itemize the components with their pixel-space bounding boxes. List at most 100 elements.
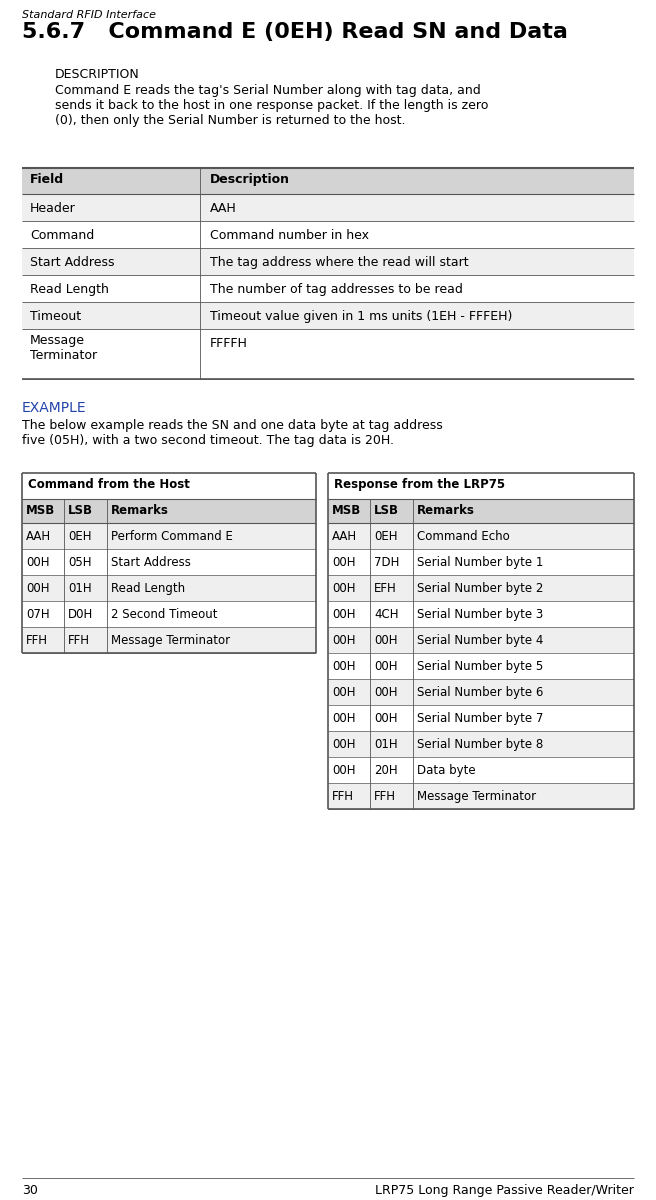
Text: 00H: 00H bbox=[374, 712, 398, 725]
Text: 4CH: 4CH bbox=[374, 608, 398, 622]
Bar bbox=[328, 575, 634, 601]
Bar bbox=[22, 499, 316, 523]
Text: Start Address: Start Address bbox=[111, 556, 191, 569]
Text: Message
Terminator: Message Terminator bbox=[30, 334, 97, 362]
Text: D0H: D0H bbox=[68, 608, 93, 622]
Text: Serial Number byte 5: Serial Number byte 5 bbox=[417, 660, 543, 673]
Text: The below example reads the SN and one data byte at tag address
five (05H), with: The below example reads the SN and one d… bbox=[22, 419, 443, 446]
Text: Read Length: Read Length bbox=[111, 582, 185, 595]
Text: Remarks: Remarks bbox=[111, 504, 169, 517]
Bar bbox=[328, 499, 634, 523]
Bar bbox=[22, 626, 316, 653]
Text: Field: Field bbox=[30, 173, 64, 186]
Text: Command from the Host: Command from the Host bbox=[28, 478, 190, 491]
Bar bbox=[328, 704, 634, 731]
Text: Serial Number byte 7: Serial Number byte 7 bbox=[417, 712, 543, 725]
Text: MSB: MSB bbox=[26, 504, 55, 517]
Text: The tag address where the read will start: The tag address where the read will star… bbox=[210, 256, 468, 269]
Text: 01H: 01H bbox=[374, 738, 398, 751]
Text: 0EH: 0EH bbox=[374, 530, 398, 542]
Text: Start Address: Start Address bbox=[30, 256, 115, 269]
Text: Command number in hex: Command number in hex bbox=[210, 229, 369, 242]
Text: 00H: 00H bbox=[26, 582, 49, 595]
Text: Command: Command bbox=[30, 229, 94, 242]
Bar bbox=[22, 329, 634, 379]
Bar bbox=[328, 731, 634, 757]
Bar bbox=[328, 626, 634, 653]
Text: Serial Number byte 3: Serial Number byte 3 bbox=[417, 608, 543, 622]
Text: Timeout: Timeout bbox=[30, 310, 81, 323]
Text: Serial Number byte 8: Serial Number byte 8 bbox=[417, 738, 543, 751]
Text: Serial Number byte 1: Serial Number byte 1 bbox=[417, 556, 543, 569]
Bar bbox=[22, 275, 634, 302]
Text: Read Length: Read Length bbox=[30, 283, 109, 296]
Text: Command Echo: Command Echo bbox=[417, 530, 510, 542]
Text: 00H: 00H bbox=[332, 764, 356, 778]
Text: 0EH: 0EH bbox=[68, 530, 91, 542]
Text: Header: Header bbox=[30, 202, 75, 215]
Bar bbox=[328, 757, 634, 782]
Text: 00H: 00H bbox=[332, 608, 356, 622]
Text: Description: Description bbox=[210, 173, 290, 186]
Text: LSB: LSB bbox=[68, 504, 93, 517]
Text: Standard RFID Interface: Standard RFID Interface bbox=[22, 10, 156, 20]
Text: Data byte: Data byte bbox=[417, 764, 476, 778]
Bar bbox=[328, 550, 634, 575]
Text: FFH: FFH bbox=[332, 790, 354, 803]
Text: EXAMPLE: EXAMPLE bbox=[22, 401, 87, 415]
Text: 05H: 05H bbox=[68, 556, 91, 569]
Bar bbox=[22, 302, 634, 329]
Text: 00H: 00H bbox=[332, 660, 356, 673]
Text: LRP75 Long Range Passive Reader/Writer: LRP75 Long Range Passive Reader/Writer bbox=[375, 1184, 634, 1198]
Text: 00H: 00H bbox=[332, 738, 356, 751]
Text: Message Terminator: Message Terminator bbox=[111, 634, 230, 647]
Text: 30: 30 bbox=[22, 1184, 38, 1198]
Text: 01H: 01H bbox=[68, 582, 92, 595]
Text: 07H: 07H bbox=[26, 608, 50, 622]
Text: Serial Number byte 2: Serial Number byte 2 bbox=[417, 582, 543, 595]
Text: EFH: EFH bbox=[374, 582, 397, 595]
Text: FFH: FFH bbox=[26, 634, 48, 647]
Text: Serial Number byte 6: Serial Number byte 6 bbox=[417, 686, 543, 698]
Bar bbox=[22, 601, 316, 626]
Text: Command E reads the tag's Serial Number along with tag data, and
sends it back t: Command E reads the tag's Serial Number … bbox=[55, 84, 488, 127]
Text: 00H: 00H bbox=[332, 556, 356, 569]
Text: 00H: 00H bbox=[332, 712, 356, 725]
Text: FFFFH: FFFFH bbox=[210, 337, 248, 350]
Text: Response from the LRP75: Response from the LRP75 bbox=[334, 478, 505, 491]
Text: The number of tag addresses to be read: The number of tag addresses to be read bbox=[210, 283, 463, 296]
Text: 00H: 00H bbox=[332, 634, 356, 647]
Bar bbox=[328, 473, 634, 499]
Text: 00H: 00H bbox=[26, 556, 49, 569]
Bar bbox=[328, 523, 634, 550]
Text: 00H: 00H bbox=[374, 660, 398, 673]
Text: Timeout value given in 1 ms units (1EH - FFFEH): Timeout value given in 1 ms units (1EH -… bbox=[210, 310, 512, 323]
Bar bbox=[22, 523, 316, 550]
Bar bbox=[22, 575, 316, 601]
Text: MSB: MSB bbox=[332, 504, 361, 517]
Text: Remarks: Remarks bbox=[417, 504, 475, 517]
Bar bbox=[22, 194, 634, 221]
Bar bbox=[328, 653, 634, 679]
Text: 20H: 20H bbox=[374, 764, 398, 778]
Text: 5.6.7   Command E (0EH) Read SN and Data: 5.6.7 Command E (0EH) Read SN and Data bbox=[22, 22, 568, 42]
Text: Serial Number byte 4: Serial Number byte 4 bbox=[417, 634, 543, 647]
Text: LSB: LSB bbox=[374, 504, 399, 517]
Bar bbox=[22, 550, 316, 575]
Text: 00H: 00H bbox=[374, 634, 398, 647]
Text: 2 Second Timeout: 2 Second Timeout bbox=[111, 608, 218, 622]
Text: AAH: AAH bbox=[210, 202, 237, 215]
Text: 00H: 00H bbox=[332, 686, 356, 698]
Text: DESCRIPTION: DESCRIPTION bbox=[55, 68, 140, 80]
Bar bbox=[22, 168, 634, 194]
Bar bbox=[328, 679, 634, 704]
Text: FFH: FFH bbox=[68, 634, 90, 647]
Text: Perform Command E: Perform Command E bbox=[111, 530, 233, 542]
Text: AAH: AAH bbox=[332, 530, 357, 542]
Text: Message Terminator: Message Terminator bbox=[417, 790, 536, 803]
Bar bbox=[22, 221, 634, 248]
Text: 7DH: 7DH bbox=[374, 556, 400, 569]
Bar bbox=[22, 248, 634, 275]
Text: FFH: FFH bbox=[374, 790, 396, 803]
Text: 00H: 00H bbox=[374, 686, 398, 698]
